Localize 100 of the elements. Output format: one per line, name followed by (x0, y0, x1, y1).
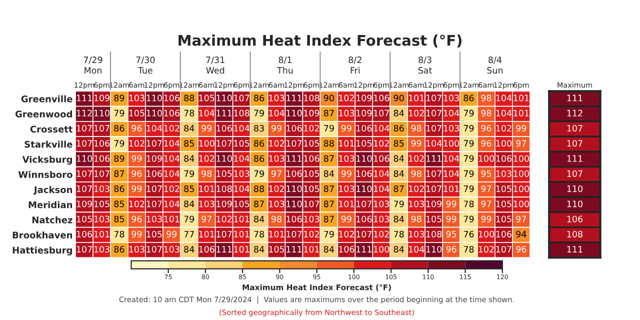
data-label: 97 (271, 170, 282, 177)
data-label: 103 (129, 246, 144, 253)
data-label: 103 (408, 200, 424, 208)
data-label: 107 (76, 124, 92, 132)
data-label: 104 (444, 155, 460, 162)
data-label: 85 (114, 200, 124, 208)
data-label: 103 (94, 185, 110, 192)
data-label: 107 (567, 124, 582, 132)
data-label: 101 (304, 246, 319, 253)
data-label: 78 (394, 230, 404, 238)
data-label: 84 (184, 124, 194, 132)
data-label: 98 (481, 94, 492, 102)
data-label: 96 (516, 246, 526, 253)
data-label: 105 (146, 230, 162, 238)
data-label: 102 (269, 185, 284, 192)
data-label: 103 (199, 200, 214, 208)
data-label: 107 (94, 170, 110, 177)
data-label: 111 (216, 246, 232, 252)
data-label: 104 (374, 124, 390, 132)
data-label: 102 (496, 124, 512, 132)
data-label: 99 (481, 216, 492, 222)
data-label: 107 (76, 140, 92, 147)
data-label: 109 (76, 200, 92, 208)
data-label: 111 (426, 155, 442, 162)
data-label: 86 (394, 124, 404, 132)
data-label: 98 (411, 216, 422, 222)
data-label: 105 (76, 216, 92, 222)
data-label: 104 (269, 110, 284, 116)
data-label: 95 (481, 170, 492, 177)
data-label: 103 (339, 110, 354, 116)
data-label: 103 (374, 200, 390, 208)
data-label: 98 (411, 170, 422, 177)
data-label: 104 (164, 155, 180, 162)
data-label: 97 (202, 216, 212, 222)
data-label: 87 (324, 185, 334, 192)
data-label: 109 (356, 110, 372, 116)
data-label: 104 (146, 124, 162, 132)
data-label: 101 (234, 246, 250, 253)
data-label: 84 (254, 246, 264, 253)
data-label: 105 (356, 140, 372, 147)
data-label: 103 (234, 170, 250, 177)
data-label: 110 (286, 200, 302, 208)
data-label: 101 (199, 185, 214, 192)
data-label: 84 (394, 155, 404, 162)
data-label: 97 (481, 185, 492, 192)
data-label: 96 (446, 246, 456, 253)
data-label: 106 (496, 155, 512, 162)
data-label: 86 (114, 185, 124, 192)
data-label: 110 (356, 155, 372, 162)
data-label: 96 (132, 170, 142, 177)
data-label: 108 (234, 110, 250, 116)
data-label: 110 (76, 155, 92, 162)
data-label: 107 (94, 124, 110, 132)
data-label: 99 (166, 230, 177, 238)
data-label: 106 (216, 124, 232, 132)
data-label: 108 (426, 230, 442, 238)
data-label: 105 (304, 170, 320, 177)
data-label: 111 (356, 246, 372, 252)
data-label: 99 (341, 124, 352, 132)
data-label: 79 (324, 124, 334, 132)
text: 7/29 Mon (84, 56, 102, 74)
data-label: 77 (184, 230, 194, 238)
data-label: 96 (132, 216, 142, 222)
data-label: 107 (146, 140, 162, 147)
data-label: 84 (184, 246, 194, 253)
data-label: 109 (216, 200, 232, 208)
data-label: 101 (339, 140, 354, 147)
data-label: 102 (304, 124, 319, 132)
data-label: 111 (286, 155, 302, 162)
data-label: 104 (426, 140, 442, 147)
data-label: 106 (356, 170, 372, 177)
data-label: 100 (444, 140, 460, 147)
data-label: 102 (339, 230, 354, 238)
data-label: 110 (567, 185, 582, 192)
data-label: 99 (516, 124, 526, 132)
data-label: 89 (114, 94, 124, 102)
data-label: 79 (464, 170, 474, 177)
data-label: 84 (184, 200, 194, 208)
data-label: 98 (202, 170, 212, 177)
data-label: 106 (286, 170, 302, 177)
data-label: 96 (481, 140, 492, 147)
data-label: 79 (184, 216, 194, 222)
data-label: 79 (464, 110, 474, 116)
data-label: 104 (164, 140, 180, 147)
data-label: 78 (184, 110, 194, 116)
data-label: 100 (514, 155, 529, 162)
data-label: 106 (146, 170, 162, 177)
data-label: 112 (567, 110, 582, 116)
text: 7/31 Wed (206, 56, 224, 74)
data-label: 103 (374, 216, 390, 222)
data-label: 88 (184, 94, 194, 102)
data-label: 101 (164, 216, 180, 222)
data-label: 103 (146, 216, 162, 222)
data-label: 108 (567, 230, 582, 238)
data-label: 100 (514, 170, 529, 177)
data-label: 97 (481, 200, 492, 208)
data-label: 79 (464, 185, 474, 192)
data-label: 111 (286, 94, 302, 102)
data-label: 101 (444, 185, 459, 192)
data-label: 104 (496, 110, 512, 116)
